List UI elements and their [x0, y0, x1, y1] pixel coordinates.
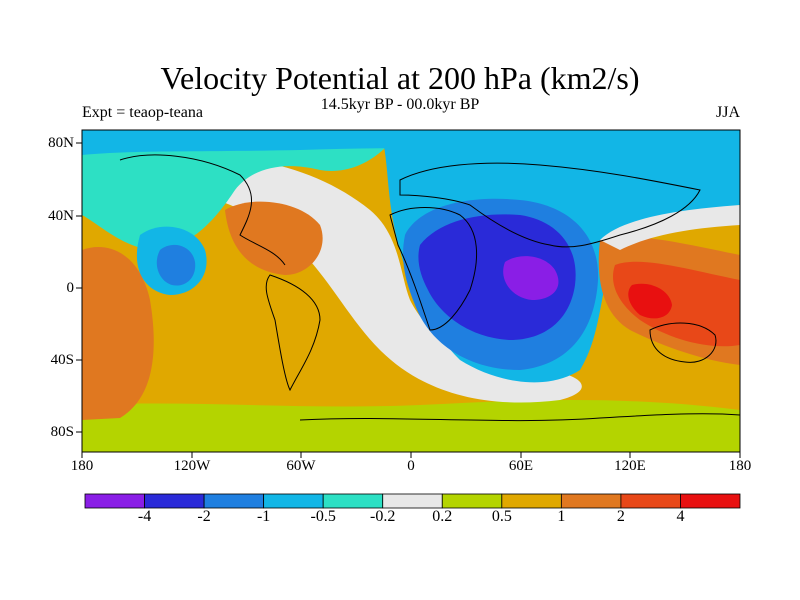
coastlines: [119, 154, 740, 422]
experiment-label: Expt = teaop-teana: [82, 104, 203, 121]
colorbar-label-6: 0.5: [491, 508, 512, 525]
colorbar-label-2: -1: [256, 508, 271, 525]
lat-label-80n: 80N: [48, 135, 74, 151]
colorbar-swatch-7: [501, 493, 562, 509]
coast-north-america: [119, 154, 286, 266]
lat-label-0: 0: [66, 280, 75, 296]
field-eastern-darkblue: [418, 214, 576, 340]
coast-south-america: [265, 274, 321, 392]
colorbar-label-4: -0.2: [370, 508, 396, 525]
colorbar-swatch-0: [84, 493, 145, 509]
colorbar-label-1: -2: [197, 508, 211, 525]
chart-title: Velocity Potential at 200 hPa (km2/s): [160, 60, 640, 96]
lon-label-0: 0: [407, 458, 415, 474]
colorbar-swatch-6: [441, 493, 503, 509]
field-south-band: [82, 400, 740, 452]
colorbar-swatch-2: [203, 493, 265, 509]
coast-eurasia: [399, 162, 701, 248]
field-nwpacific-neutral: [600, 205, 740, 250]
colorbar-swatch-10: [680, 493, 741, 509]
colorbar-label-9: 4: [676, 508, 685, 525]
field-maritime-red: [612, 261, 740, 347]
coast-antarctica: [299, 413, 740, 422]
colorbar-swatch-1: [144, 493, 205, 509]
lon-label-180e: 180: [728, 458, 752, 474]
colorbar-label-7: 1: [557, 508, 566, 525]
lon-label-180w: 180: [70, 458, 94, 474]
lon-label-60w: 60W: [286, 458, 316, 474]
lat-label-40s: 40S: [50, 352, 74, 368]
coast-australia: [649, 322, 717, 363]
season-label: JJA: [715, 104, 740, 121]
coast-africa: [389, 207, 478, 331]
colorbar-label-8: 2: [616, 508, 625, 525]
colorbar-label-5: 0.2: [432, 508, 453, 525]
field-pacific-blue-core: [156, 244, 196, 286]
colorbar-label-3: -0.5: [310, 508, 336, 525]
field-maritime-core: [628, 283, 672, 319]
colorbar-swatch-4: [322, 493, 384, 509]
lat-label-40n: 40N: [48, 208, 74, 224]
lat-label-80s: 80S: [50, 424, 74, 440]
field-arctic-cyan: [82, 130, 740, 160]
contour-field: [82, 130, 740, 452]
lon-label-60e: 60E: [508, 458, 534, 474]
lon-label-120e: 120E: [614, 458, 646, 474]
colorbar-swatch-3: [263, 493, 324, 509]
colorbar: [84, 493, 741, 509]
lon-label-120w: 120W: [173, 458, 211, 474]
colorbar-swatch-5: [382, 493, 443, 509]
field-npacific-cyan: [82, 130, 400, 250]
field-eastern-purple: [503, 256, 559, 300]
field-pacific-orange: [82, 247, 154, 420]
colorbar-label-0: -4: [137, 508, 152, 525]
axis-ticks: [76, 142, 741, 458]
colorbar-swatch-9: [620, 493, 681, 509]
chart-subtitle: 14.5kyr BP - 00.0kyr BP: [320, 96, 480, 113]
field-caribbean-orange: [225, 201, 323, 275]
colorbar-swatch-8: [560, 493, 622, 509]
